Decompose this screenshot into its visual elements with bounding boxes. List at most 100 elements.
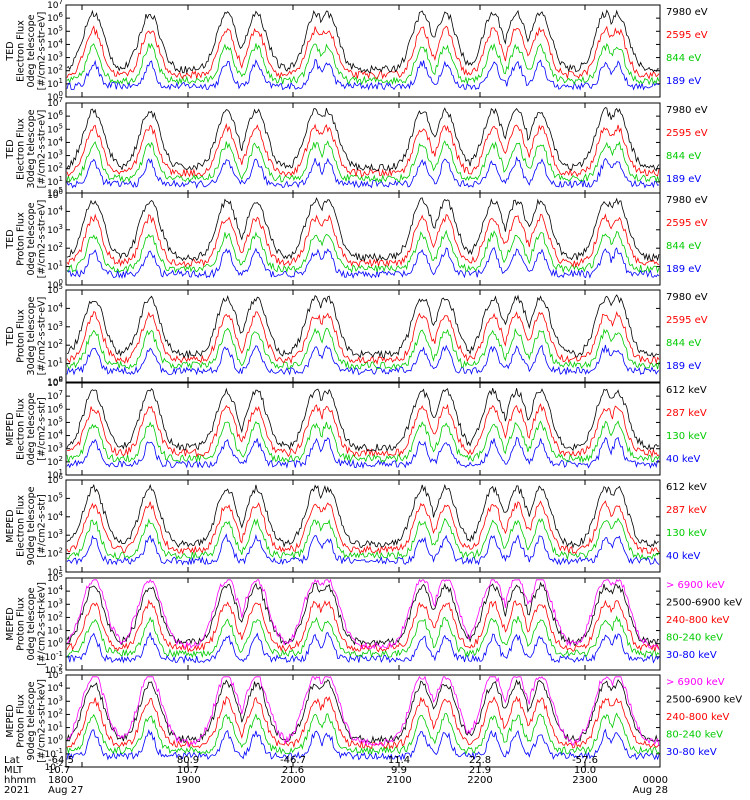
y-tick-label: 101 [47,721,63,734]
y-tick-label: 102 [47,707,63,720]
legend-entry: > 6900 keV [666,677,725,688]
y-tick-label: 106 [47,109,63,122]
y-tick-label: 103 [47,223,63,236]
y-tick-label: 101 [47,357,63,370]
legend-entry: 40 keV [666,454,700,465]
y-tick-label: 102 [47,547,63,560]
y-tick-label: 104 [47,510,63,523]
series-line [66,213,660,268]
y-tick-label: 100 [47,734,63,747]
y-tick-label: 102 [47,64,63,77]
y-axis-label: TEDProton Flux30deg telescope[#/cm2-s-st… [5,296,48,375]
x-tick-label: 2100 [386,775,411,786]
y-axis-label: MEPEDProton Flux90deg telescope[#/cm2-s-… [5,679,48,763]
x-tick-label: 21.6 [282,765,304,776]
y-tick-label: 107 [47,389,63,402]
y-tick-label: 103 [47,149,63,162]
legend-entry: 80-240 keV [666,730,723,741]
legend-entry: 130 keV [666,431,707,442]
x-tick-label: 9.9 [391,765,407,776]
series-line [66,294,660,359]
y-tick-label: 103 [47,694,63,707]
series-line [66,631,660,665]
x-tick-label: 80.9 [177,755,199,766]
y-tick-label: 102 [47,455,63,468]
legend-entry: 2500-6900 keV [666,695,742,706]
series-line [66,58,660,91]
legend-entry: 189 eV [666,174,701,185]
y-tick-label: 101 [47,77,63,90]
series-line [66,403,660,458]
x-row-label: 2021 [4,785,29,796]
panel-frame [65,289,661,383]
legend-entry: 30-80 keV [666,747,717,758]
x-tick-label: 1800 [48,775,73,786]
legend-entry: 844 eV [666,53,701,64]
series-line [66,578,660,650]
series-line [66,229,660,274]
x-row-label: MLT [4,765,24,776]
legend-entry: 2595 eV [666,218,708,229]
y-tick-label: 104 [47,37,63,50]
series-line [66,712,660,756]
x-row-label: Lat [4,755,20,766]
series-line [66,533,660,566]
series-line [66,122,660,178]
y-tick-label: 104 [47,584,63,597]
x-tick-label: -46.7 [280,755,306,766]
legend-entry: 7980 eV [666,105,708,116]
series-line [66,436,660,469]
series-line [66,615,660,659]
y-tick-label: 107 [47,0,63,11]
x-tick-label: -57.6 [572,755,598,766]
legend-entry: 844 eV [666,241,701,252]
y-tick-label: 105 [47,24,63,37]
legend-entry: 844 eV [666,151,701,162]
x-tick-label: 10.7 [177,765,199,776]
series-line [66,197,660,262]
x-tick-label: 10.7 [48,765,70,776]
x-tick-label: 11.4 [388,755,410,766]
y-tick-label: 104 [47,429,63,442]
x-tick-label: 0000 [643,775,668,786]
series-line [66,581,660,648]
legend-entry: 7980 eV [666,195,708,206]
series-line [66,344,660,376]
y-axis-label: TEDProton Flux0deg telescope[#/cm2-s-str… [5,200,48,279]
y-axis-label: MEPEDProton Flux0deg telescope[#/cm2-s-s… [5,582,48,666]
series-line [66,25,660,80]
x-row-label: hhmm [4,775,36,786]
series-line [66,42,660,86]
y-tick-label: 105 [47,186,63,199]
series-line [66,675,660,748]
y-axis-label: MEPEDElectron Flux0deg telescope[#/cm2-s… [5,392,48,465]
panel-frame [65,577,661,671]
x-tick-label: 10.0 [574,765,596,776]
x-tick-label: Aug 27 [48,785,83,796]
series-line [66,327,660,370]
y-axis-label: TEDElectron Flux0deg telescope[#/cm2-s-s… [5,12,48,91]
legend-entry: 2500-6900 keV [666,598,742,609]
legend-entry: 80-240 keV [666,633,723,644]
legend-entry: 844 eV [666,338,701,349]
panel-frame [65,382,661,476]
x-tick-label: Aug 28 [633,785,668,796]
y-tick-label: 105 [47,491,63,504]
x-tick-label: 2000 [280,775,305,786]
series-line [66,107,660,172]
x-tick-label: 21.9 [469,765,491,776]
y-tick-label: 102 [47,338,63,351]
series-line [66,155,660,189]
series-line [66,140,660,184]
series-line [66,420,660,464]
y-tick-label: 105 [47,122,63,135]
legend-entry: 287 keV [666,505,707,516]
y-axis-label: MEPEDElectron Flux90deg telescope[#/cm2-… [5,486,48,565]
y-tick-label: 106 [47,402,63,415]
